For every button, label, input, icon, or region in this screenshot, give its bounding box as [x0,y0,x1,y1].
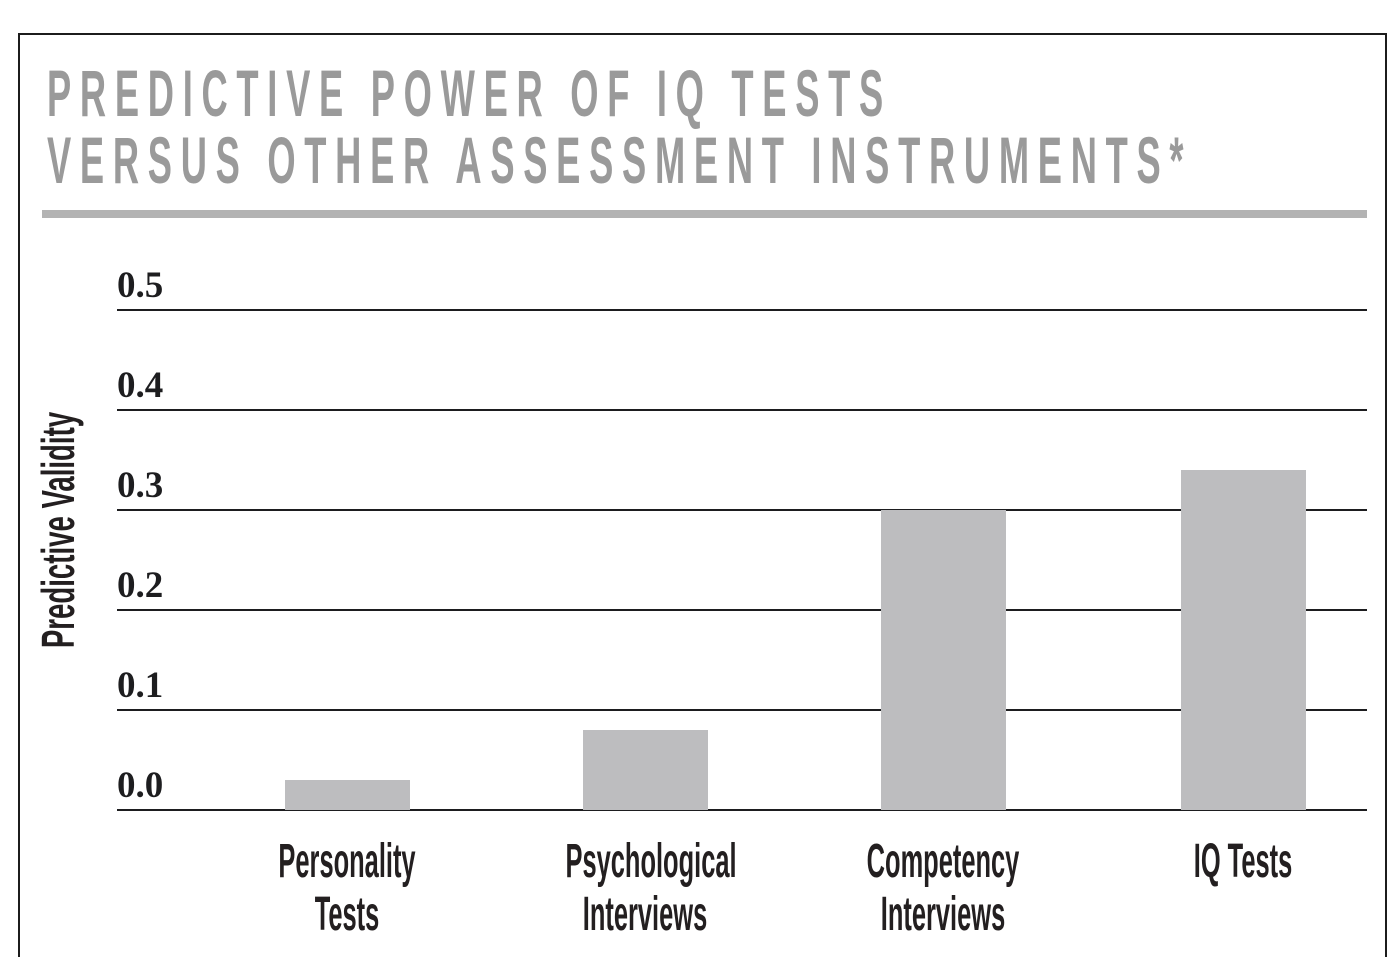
chart-title-line-2: VERSUS OTHER ASSESSMENT INSTRUMENTS* [47,123,1193,197]
chart-title-line-1: PREDICTIVE POWER OF IQ TESTS [47,56,892,130]
x-category-label: IQ Tests [1193,835,1293,888]
y-axis-title: Predictive Validity [32,411,84,649]
x-category-label: Competency Interviews [866,835,1020,941]
gridline [117,609,1367,611]
y-tick-label: 0.5 [117,265,164,306]
y-tick-label: 0.1 [117,665,164,706]
gridline [117,309,1367,311]
title-underline-rule [42,210,1367,218]
x-category-label: Personality Tests [278,835,416,941]
gridline [117,809,1367,811]
y-tick-label: 0.2 [117,565,164,606]
y-tick-label: 0.0 [117,765,164,806]
gridline [117,509,1367,511]
x-axis-labels: Personality Tests Psychological Interview… [117,835,1367,946]
bar-iq-tests [1180,470,1306,810]
bar-personality-tests [284,780,410,810]
bar-competency-interviews [880,510,1006,810]
y-tick-label: 0.4 [117,365,164,406]
gridline [117,709,1367,711]
plot-area: 0.5 0.4 0.3 0.2 0.1 0.0 [117,267,1367,811]
y-tick-label: 0.3 [117,465,164,506]
chart-title: PREDICTIVE POWER OF IQ TESTS VERSUS OTHER… [47,60,1192,194]
bar-psychological-interviews [582,730,708,810]
gridline [117,409,1367,411]
x-category-label: Psychological Interviews [565,835,737,941]
